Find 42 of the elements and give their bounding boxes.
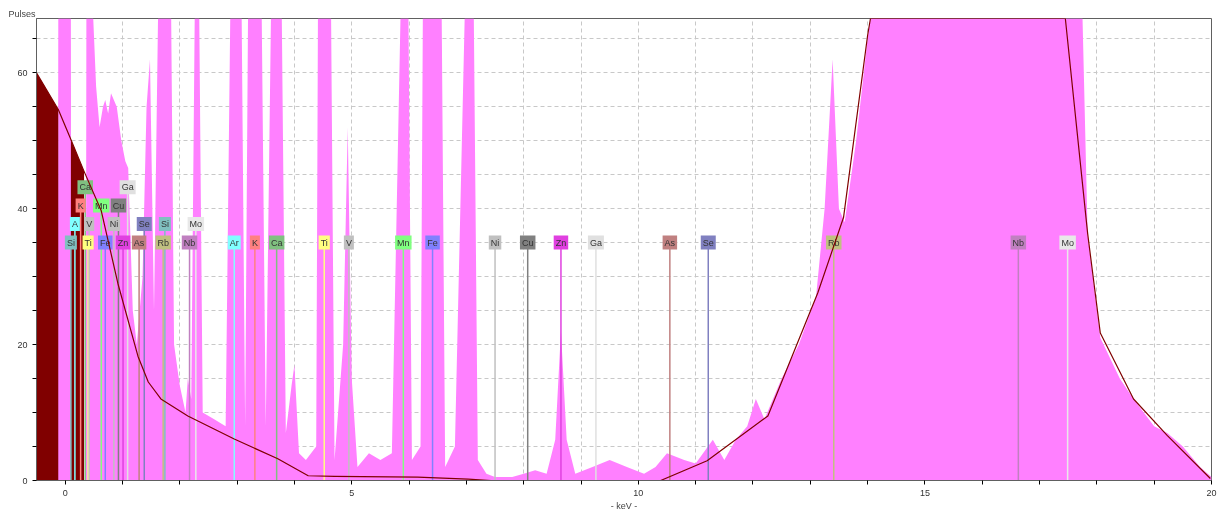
- ref-line-label: Ca: [270, 237, 283, 248]
- ref-line-label: As: [664, 237, 676, 248]
- ref-line-label: Mo: [189, 219, 203, 230]
- x-axis-title: - keV -: [610, 500, 638, 511]
- ref-line-label: Ga: [589, 237, 602, 248]
- x-tick-label: 15: [919, 487, 930, 498]
- y-tick-label: 60: [17, 67, 28, 78]
- ref-line-label: Mn: [397, 237, 410, 248]
- y-axis-title: Pulses: [8, 8, 37, 19]
- ref-line-label: Ar: [229, 237, 239, 248]
- ref-line-label: Ti: [84, 237, 92, 248]
- ref-line-label: K: [77, 200, 84, 211]
- ref-line-label: Ga: [121, 182, 134, 193]
- ref-line-label: Rb: [157, 237, 169, 248]
- ref-line-label: K: [251, 237, 258, 248]
- ref-line-label: Se: [702, 237, 714, 248]
- ref-line-label: Cu: [112, 200, 125, 211]
- ref-line-label: Nb: [183, 237, 196, 248]
- ref-line-label: Si: [66, 237, 75, 248]
- x-tick-label: 20: [1206, 487, 1217, 498]
- ref-line-label: V: [86, 219, 93, 230]
- ref-line-label: Fe: [427, 237, 438, 248]
- ref-line-label: Ca: [79, 182, 91, 193]
- ref-line-label: Ni: [490, 237, 500, 248]
- ref-line-label: As: [133, 237, 145, 248]
- ref-line-label: Nb: [1012, 237, 1025, 248]
- ref-line-label: Ti: [320, 237, 328, 248]
- x-tick-label: 0: [62, 487, 68, 498]
- ref-line-label: Zn: [555, 237, 567, 248]
- ref-line-label: V: [345, 237, 352, 248]
- y-tick-label: 0: [22, 475, 28, 486]
- y-tick-label: 40: [17, 203, 28, 214]
- y-tick-label: 20: [17, 339, 28, 350]
- ref-line-label: Si: [160, 219, 169, 230]
- ref-line-label: Se: [138, 219, 150, 230]
- ref-line-label: A: [71, 219, 78, 230]
- ref-line-label: Ni: [109, 219, 119, 230]
- x-tick-label: 5: [349, 487, 355, 498]
- ref-line-label: Cu: [521, 237, 534, 248]
- ref-line-label: Mo: [1061, 237, 1074, 248]
- x-tick-label: 10: [633, 487, 644, 498]
- ref-line-label: Zn: [117, 237, 129, 248]
